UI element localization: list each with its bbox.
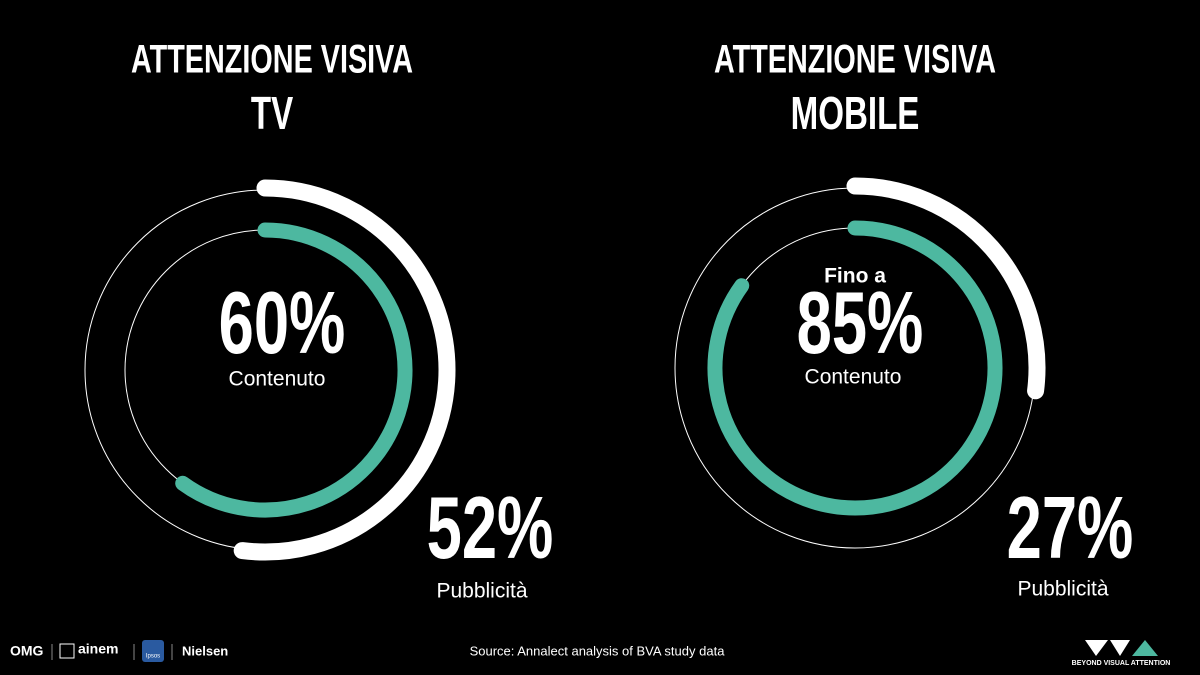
value-label: 27% bbox=[1007, 480, 1134, 578]
value-label: 52% bbox=[427, 480, 554, 578]
brand-shape bbox=[1085, 640, 1108, 656]
value-label: 60% bbox=[219, 275, 346, 373]
chart-title-group: ATTENZIONE VISIVA bbox=[714, 37, 996, 82]
chart-subtitle: TV bbox=[251, 89, 294, 139]
value-label-group: 85% bbox=[797, 275, 924, 373]
gauge-arc bbox=[233, 179, 456, 561]
series-label: Contenuto bbox=[229, 368, 326, 391]
series-label: Pubblicità bbox=[1017, 578, 1108, 601]
logo-icon bbox=[142, 640, 164, 662]
value-label: 85% bbox=[797, 275, 924, 373]
gauge-arc bbox=[846, 177, 1046, 400]
value-label-group: 27% bbox=[1007, 480, 1134, 578]
value-label-group: 60% bbox=[219, 275, 346, 373]
chart-title: ATTENZIONE VISIVA bbox=[714, 37, 996, 82]
logo: Nielsen bbox=[182, 643, 228, 658]
value-label-group: 52% bbox=[427, 480, 554, 578]
logo-icon bbox=[59, 643, 75, 659]
series-label: Contenuto bbox=[805, 366, 902, 389]
brand-text: BEYOND VISUAL ATTENTION bbox=[1072, 660, 1171, 667]
chart-title-group: ATTENZIONE VISIVA bbox=[131, 37, 413, 82]
chart-subtitle-group: MOBILE bbox=[791, 89, 920, 139]
logo: ainem bbox=[78, 641, 118, 657]
series-label: Pubblicità bbox=[436, 580, 527, 603]
chart-title: ATTENZIONE VISIVA bbox=[131, 37, 413, 82]
annotation: Fino a bbox=[824, 265, 886, 288]
brand-shape bbox=[1132, 640, 1158, 656]
chart-subtitle: MOBILE bbox=[791, 89, 920, 139]
gauge-arc bbox=[175, 222, 413, 518]
gauge-arc bbox=[707, 220, 1003, 516]
logo: OMG bbox=[10, 643, 44, 659]
brand-shape bbox=[1110, 640, 1130, 656]
logo: Ipsos bbox=[146, 654, 160, 660]
chart-subtitle-group: TV bbox=[251, 89, 294, 139]
source-note: Source: Annalect analysis of BVA study d… bbox=[470, 643, 726, 658]
